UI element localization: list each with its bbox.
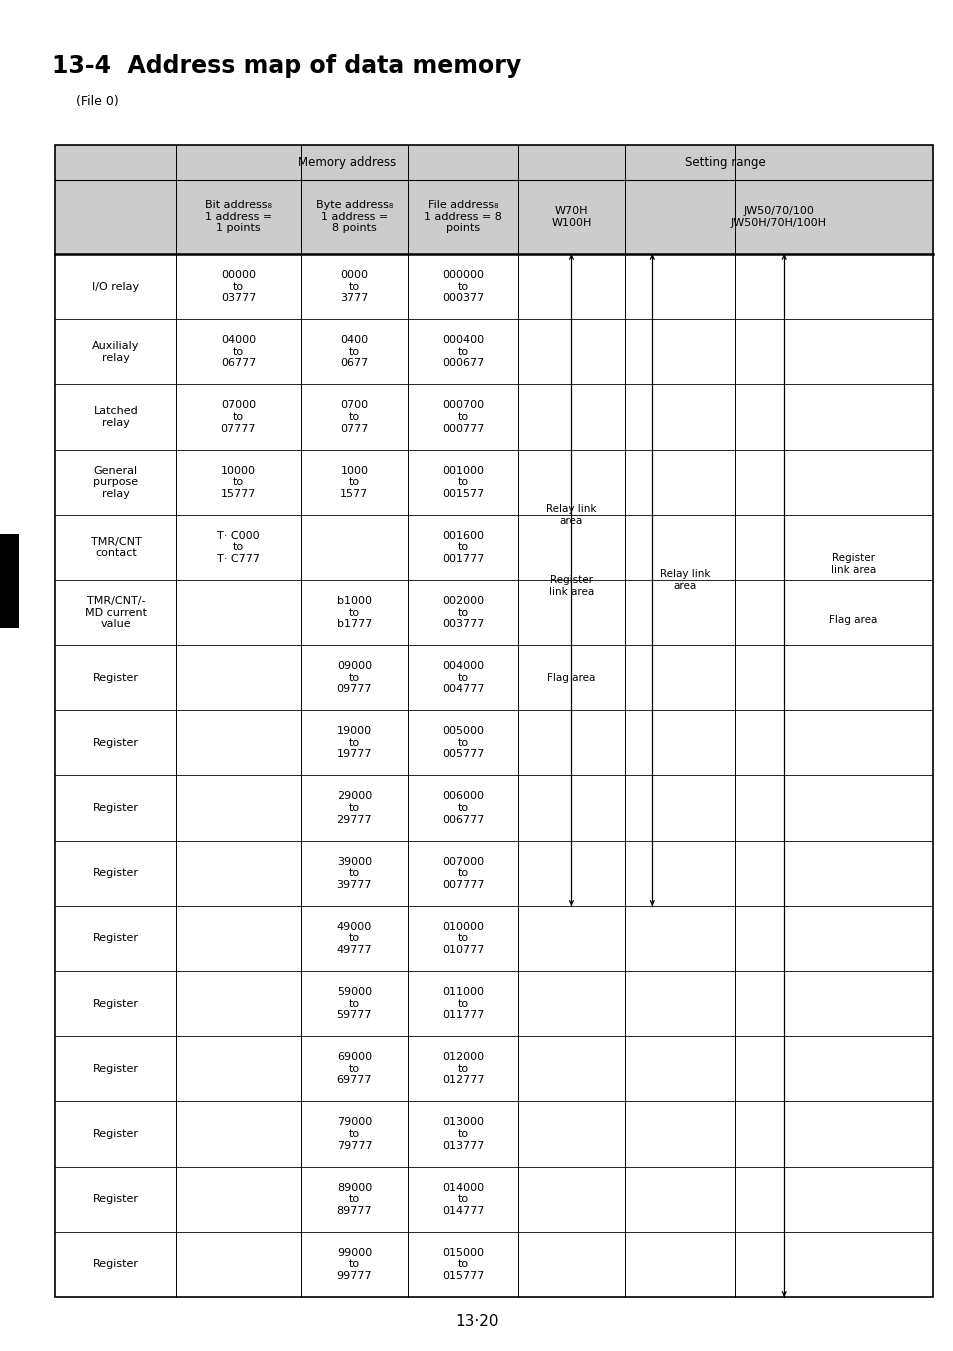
Bar xyxy=(55,450,932,515)
Text: 89000
to
89777: 89000 to 89777 xyxy=(336,1182,372,1216)
Text: 29000
to
29777: 29000 to 29777 xyxy=(336,792,372,824)
Text: 49000
to
49777: 49000 to 49777 xyxy=(336,921,372,955)
Text: Register
link area: Register link area xyxy=(548,576,594,597)
Bar xyxy=(55,180,932,254)
Text: 1000
to
1577: 1000 to 1577 xyxy=(340,466,368,499)
Text: 07000
to
07777: 07000 to 07777 xyxy=(220,400,256,434)
Text: General
purpose
relay: General purpose relay xyxy=(93,466,138,499)
Text: 002000
to
003777: 002000 to 003777 xyxy=(441,596,484,630)
Bar xyxy=(55,1036,932,1101)
Text: 012000
to
012777: 012000 to 012777 xyxy=(441,1052,484,1085)
Text: Memory address: Memory address xyxy=(298,155,395,169)
Text: 0000
to
3777: 0000 to 3777 xyxy=(340,270,368,303)
Text: Flag area: Flag area xyxy=(828,616,877,626)
Text: 013000
to
013777: 013000 to 013777 xyxy=(441,1117,484,1151)
Text: 005000
to
005777: 005000 to 005777 xyxy=(441,727,484,759)
Text: 004000
to
004777: 004000 to 004777 xyxy=(441,661,484,694)
Text: 014000
to
014777: 014000 to 014777 xyxy=(441,1182,484,1216)
Bar xyxy=(55,254,932,319)
Text: 015000
to
015777: 015000 to 015777 xyxy=(441,1248,484,1281)
Text: 000000
to
000377: 000000 to 000377 xyxy=(441,270,484,303)
Bar xyxy=(55,775,932,840)
Text: W70H
W100H: W70H W100H xyxy=(551,207,591,227)
Text: 39000
to
39777: 39000 to 39777 xyxy=(336,857,372,890)
Bar xyxy=(55,319,932,385)
Text: Bit address₈
1 address =
1 points: Bit address₈ 1 address = 1 points xyxy=(205,200,272,234)
Text: Register: Register xyxy=(92,998,139,1009)
Text: Relay link
area: Relay link area xyxy=(659,569,710,590)
Text: TMR/CNT/-
MD current
value: TMR/CNT/- MD current value xyxy=(85,596,147,630)
Text: 10000
to
15777: 10000 to 15777 xyxy=(220,466,256,499)
Text: Latched
relay: Latched relay xyxy=(93,407,138,428)
Text: 007000
to
007777: 007000 to 007777 xyxy=(441,857,484,890)
Bar xyxy=(55,905,932,971)
Text: Setting range: Setting range xyxy=(684,155,765,169)
Text: Register
link area: Register link area xyxy=(830,553,876,574)
Text: Register: Register xyxy=(92,738,139,748)
Bar xyxy=(55,580,932,646)
Text: 0400
to
0677: 0400 to 0677 xyxy=(340,335,368,369)
Text: Auxilialy
relay: Auxilialy relay xyxy=(92,340,139,362)
Text: Register: Register xyxy=(92,1194,139,1204)
Text: Byte address₈
1 address =
8 points: Byte address₈ 1 address = 8 points xyxy=(315,200,393,234)
Text: T· C000
to
T· C777: T· C000 to T· C777 xyxy=(216,531,260,563)
Text: Register: Register xyxy=(92,1063,139,1074)
Text: b1000
to
b1777: b1000 to b1777 xyxy=(336,596,372,630)
Text: 001600
to
001777: 001600 to 001777 xyxy=(441,531,484,563)
Text: 19000
to
19777: 19000 to 19777 xyxy=(336,727,372,759)
Text: 13·20: 13·20 xyxy=(455,1313,498,1329)
Text: Relay link
area: Relay link area xyxy=(546,504,596,526)
Text: 69000
to
69777: 69000 to 69777 xyxy=(336,1052,372,1085)
Text: Register: Register xyxy=(92,869,139,878)
Text: 000700
to
000777: 000700 to 000777 xyxy=(441,400,484,434)
Bar xyxy=(55,971,932,1036)
Text: 010000
to
010777: 010000 to 010777 xyxy=(441,921,484,955)
Text: 000400
to
000677: 000400 to 000677 xyxy=(441,335,484,369)
Text: Register: Register xyxy=(92,673,139,682)
Bar xyxy=(55,145,932,180)
Text: 13-4  Address map of data memory: 13-4 Address map of data memory xyxy=(52,54,521,78)
Text: Register: Register xyxy=(92,802,139,813)
Text: Flag area: Flag area xyxy=(547,673,595,682)
Text: (File 0): (File 0) xyxy=(76,95,119,108)
Text: 79000
to
79777: 79000 to 79777 xyxy=(336,1117,372,1151)
Text: 99000
to
99777: 99000 to 99777 xyxy=(336,1248,372,1281)
Bar xyxy=(55,1232,932,1297)
Text: 0700
to
0777: 0700 to 0777 xyxy=(340,400,368,434)
Bar xyxy=(55,385,932,450)
Text: 09000
to
09777: 09000 to 09777 xyxy=(336,661,372,694)
Text: TMR/CNT
contact: TMR/CNT contact xyxy=(91,536,141,558)
Bar xyxy=(0,534,19,628)
Text: Register: Register xyxy=(92,934,139,943)
Bar xyxy=(55,1101,932,1167)
Bar xyxy=(55,840,932,907)
Bar xyxy=(55,515,932,580)
Text: Register: Register xyxy=(92,1129,139,1139)
Text: 006000
to
006777: 006000 to 006777 xyxy=(441,792,484,824)
Text: 04000
to
06777: 04000 to 06777 xyxy=(220,335,256,369)
Text: 001000
to
001577: 001000 to 001577 xyxy=(441,466,484,499)
Bar xyxy=(55,1166,932,1232)
Text: I/O relay: I/O relay xyxy=(92,281,139,292)
Text: 00000
to
03777: 00000 to 03777 xyxy=(220,270,256,303)
Bar xyxy=(55,646,932,711)
Text: JW50/70/100
JW50H/70H/100H: JW50/70/100 JW50H/70H/100H xyxy=(730,207,826,227)
Text: Register: Register xyxy=(92,1259,139,1270)
Bar xyxy=(55,145,932,1297)
Text: File address₈
1 address = 8
points: File address₈ 1 address = 8 points xyxy=(424,200,501,234)
Text: 011000
to
011777: 011000 to 011777 xyxy=(441,988,484,1020)
Bar xyxy=(55,711,932,775)
Text: 59000
to
59777: 59000 to 59777 xyxy=(336,988,372,1020)
